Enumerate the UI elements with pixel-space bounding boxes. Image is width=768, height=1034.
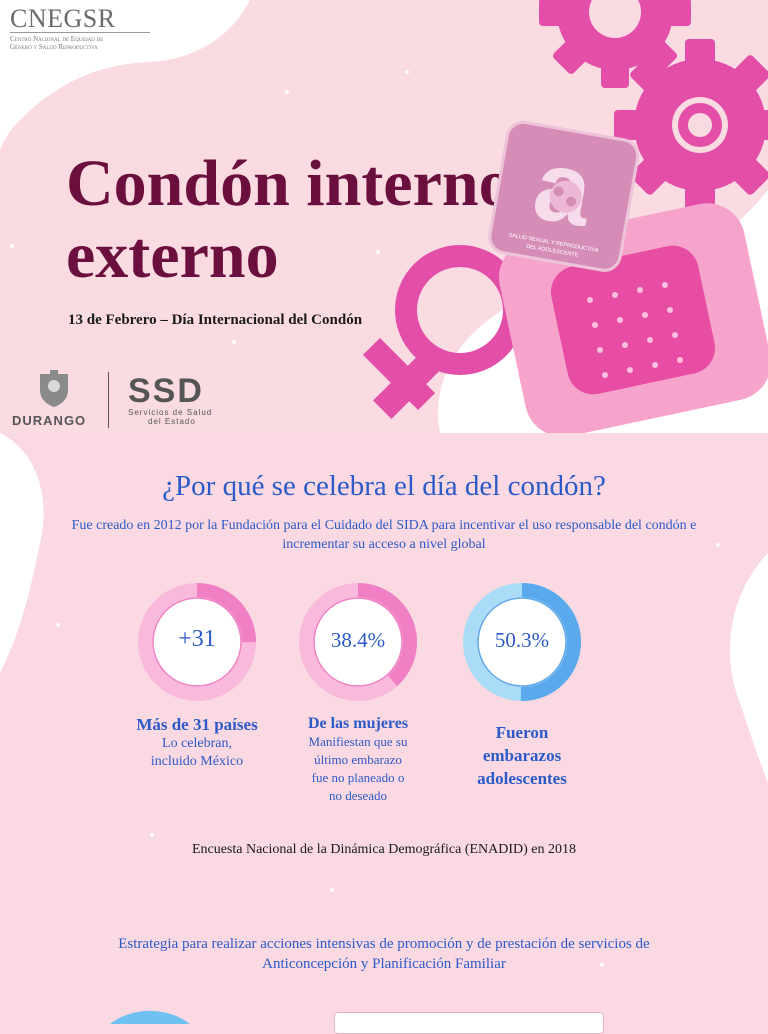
stat-value-women: 38.4% [330, 628, 386, 652]
page-subtitle: 13 de Febrero – Día Internacional del Co… [68, 312, 363, 328]
stat-head-countries: Más de 31 países [136, 715, 258, 734]
header-banner: CNEGSR Centro Nacional de Equidad de Gén… [0, 0, 768, 433]
stat-card-countries: +31 Más de 31 países Lo celebran, inclui… [122, 582, 272, 771]
ssd-logo: SSD Servicios de Salud del Estado [128, 374, 212, 426]
info-section [0, 433, 768, 1024]
durango-label: DURANGO [12, 413, 87, 428]
ssd-wordmark: SSD [128, 372, 204, 410]
stat-ring-countries [138, 583, 256, 701]
stat-head-women: De las mujeres [307, 715, 409, 732]
cnegsr-wordmark: CNEGSR [10, 4, 116, 33]
strategy-text: Estrategia para realizar acciones intens… [118, 936, 650, 972]
shield-icon [40, 370, 68, 407]
ssd-subtitle-line2: del Estado [148, 417, 196, 426]
logo-divider [108, 372, 109, 428]
ssd-subtitle-line1: Servicios de Salud [128, 408, 213, 417]
stat-head-adolescent: Fueron embarazos adolescentes [477, 723, 567, 788]
durango-logo: DURANGO [12, 370, 96, 428]
stat-ring-women [299, 583, 417, 701]
gear-icon-top [539, 0, 691, 88]
gear-icon-right [614, 39, 768, 211]
stat-value-countries: +31 [178, 626, 216, 652]
stat-desc-countries: Lo celebran, incluido México [150, 736, 244, 769]
stat-desc-women: Manifiestan que su último embarazo fue n… [308, 734, 408, 803]
cnegsr-subtitle-line2: Género y Salud Reproductiva [10, 43, 98, 51]
section-question: ¿Por qué se celebra el día del condón? [162, 470, 606, 502]
stat-ring-adolescent [463, 583, 581, 701]
cnegsr-logo: CNEGSR Centro Nacional de Equidad de Gén… [10, 6, 160, 51]
section-background-shapes [0, 433, 768, 1024]
section-description: Fue creado en 2012 por la Fundación para… [71, 518, 697, 552]
bottom-card [334, 1012, 604, 1034]
cnegsr-subtitle: Centro Nacional de Equidad de Género y S… [10, 32, 150, 51]
badge-overlay: a SALUD SEXUAL Y REPRODUCTIVA DEL ADOLES… [488, 120, 640, 272]
stat-card-adolescent: 50.3% Fueron embarazos adolescentes [447, 582, 597, 790]
cnegsr-subtitle-line1: Centro Nacional de Equidad de [10, 35, 104, 43]
title-line1: Condón interno y [66, 147, 562, 220]
title-line2: externo [66, 219, 279, 292]
source-note: Encuesta Nacional de la Dinámica Demográ… [191, 842, 577, 857]
page-title: Condón interno y externo [66, 148, 561, 292]
stat-card-women: 38.4% De las mujeres Manifiestan que su … [283, 582, 433, 805]
stat-value-adolescent: 50.3% [494, 628, 550, 652]
